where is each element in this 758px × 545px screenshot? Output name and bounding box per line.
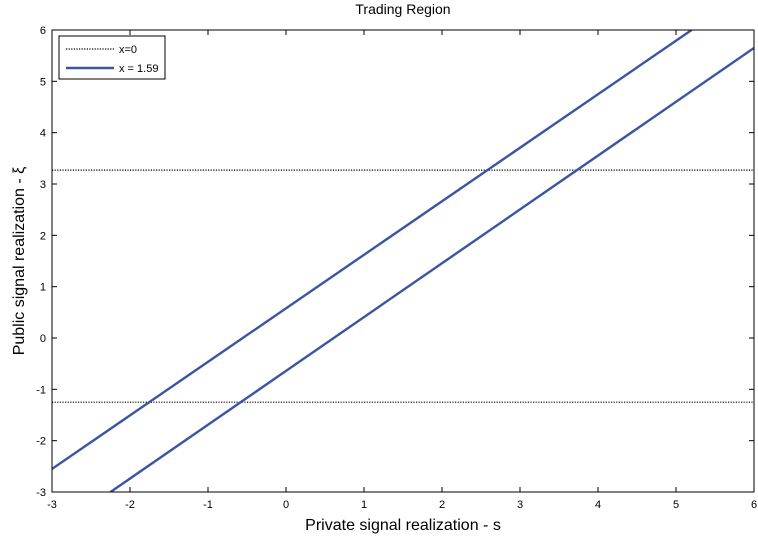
y-tick-label: 4 <box>40 128 46 140</box>
legend-box <box>58 35 166 80</box>
plot-area: -3 -2 -1 0 1 2 3 4 5 6 -3 -2 -1 0 1 2 3 4 5 6 <box>36 25 757 511</box>
x-tick-label: 3 <box>517 499 523 511</box>
series-line-3 <box>52 30 693 470</box>
x-tick-label: 6 <box>751 499 757 511</box>
x-tick-label: -1 <box>203 499 213 511</box>
x-tick-label: 1 <box>361 499 367 511</box>
series-line-4 <box>109 46 754 492</box>
x-tick-label: -2 <box>125 499 135 511</box>
y-tick-label: -3 <box>36 487 46 499</box>
y-tick-label: -2 <box>36 436 46 448</box>
chart-title: Trading Region <box>355 1 450 17</box>
legend-label-1: x=0 <box>119 44 137 56</box>
x-tick-label: 0 <box>283 499 289 511</box>
x-tick-label: -3 <box>47 499 57 511</box>
y-tick-label: 5 <box>40 76 46 88</box>
x-tick-label: 4 <box>595 499 601 511</box>
axes-box <box>51 29 755 493</box>
legend: x=0 x = 1.59 <box>58 35 166 80</box>
y-tick-label: 2 <box>40 230 46 242</box>
y-tick-label: -1 <box>36 384 46 396</box>
series-group <box>52 30 754 492</box>
y-tick-label: 6 <box>40 25 46 37</box>
y-tick-label: 1 <box>40 282 46 294</box>
y-tick-label: 3 <box>40 179 46 191</box>
y-axis-label: Public signal realization - ξ <box>11 167 28 356</box>
x-tick-label: 5 <box>673 499 679 511</box>
x-tick-label: 2 <box>439 499 445 511</box>
y-tick-label: 0 <box>40 333 46 345</box>
plot-background <box>52 30 754 492</box>
x-axis-label: Private signal realization - s <box>305 517 501 534</box>
legend-label-2: x = 1.59 <box>119 63 158 75</box>
